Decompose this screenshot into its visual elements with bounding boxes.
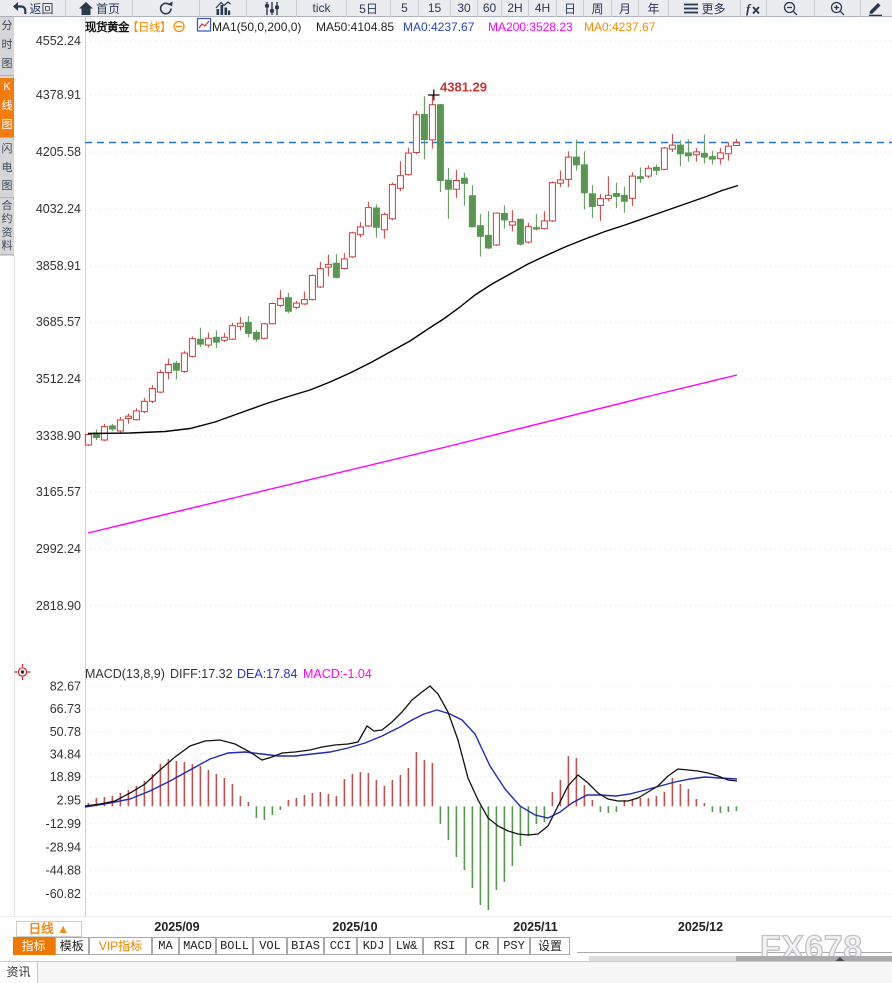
svg-text:2818.90: 2818.90 — [36, 599, 81, 613]
svg-text:-12.99: -12.99 — [46, 817, 81, 831]
svg-text:3858.91: 3858.91 — [36, 259, 81, 273]
svg-text:18.89: 18.89 — [50, 770, 81, 784]
svg-text:MA0:4237.67: MA0:4237.67 — [584, 20, 656, 34]
svg-text:4205.58: 4205.58 — [36, 145, 81, 159]
svg-text:-28.94: -28.94 — [46, 840, 81, 854]
svg-text:4032.24: 4032.24 — [36, 202, 81, 216]
svg-text:4381.29: 4381.29 — [440, 80, 487, 95]
svg-text:DIFF:17.32: DIFF:17.32 — [170, 667, 233, 681]
svg-text:82.67: 82.67 — [50, 680, 81, 694]
svg-text:MACD:-1.04: MACD:-1.04 — [303, 667, 372, 681]
svg-text:66.73: 66.73 — [50, 702, 81, 716]
svg-text:3512.24: 3512.24 — [36, 372, 81, 386]
svg-text:DEA:17.84: DEA:17.84 — [237, 667, 298, 681]
svg-text:3338.90: 3338.90 — [36, 429, 81, 443]
svg-text:50.78: 50.78 — [50, 725, 81, 739]
svg-text:MA50:4104.85: MA50:4104.85 — [316, 20, 394, 34]
svg-text:4378.91: 4378.91 — [36, 88, 81, 102]
svg-text:3165.57: 3165.57 — [36, 485, 81, 499]
svg-text:MACD(13,8,9): MACD(13,8,9) — [85, 667, 165, 681]
svg-text:3685.57: 3685.57 — [36, 315, 81, 329]
svg-text:2.95: 2.95 — [57, 793, 81, 807]
svg-text:MA1(50,0,200,0): MA1(50,0,200,0) — [212, 20, 301, 34]
svg-text:MA0:4237.67: MA0:4237.67 — [403, 20, 475, 34]
svg-text:4552.24: 4552.24 — [36, 34, 81, 48]
svg-text:2992.24: 2992.24 — [36, 542, 81, 556]
svg-text:-60.82: -60.82 — [46, 887, 81, 901]
svg-text:f: f — [746, 1, 752, 16]
svg-text:34.84: 34.84 — [50, 747, 81, 761]
svg-text:【日线】: 【日线】 — [127, 20, 171, 34]
svg-text:MA200:3528.23: MA200:3528.23 — [488, 20, 573, 34]
svg-text:现货黄金: 现货黄金 — [85, 20, 130, 34]
svg-text:-44.88: -44.88 — [46, 864, 81, 878]
